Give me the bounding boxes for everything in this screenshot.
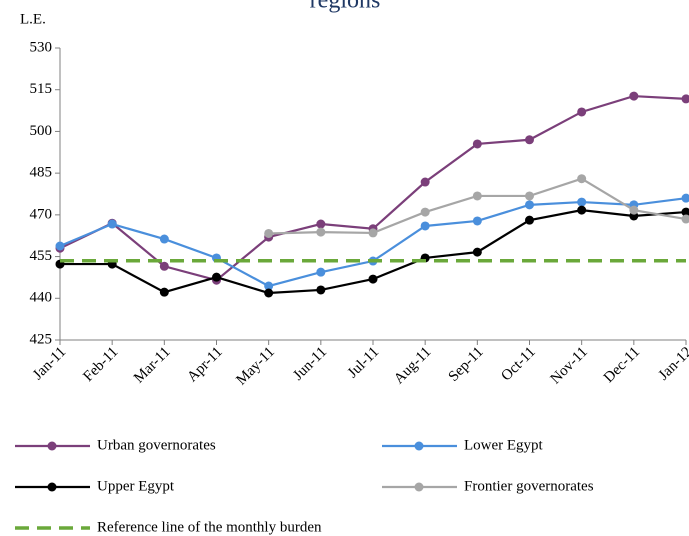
point [472, 139, 482, 149]
point [368, 274, 378, 284]
point [368, 228, 378, 238]
point [577, 107, 587, 117]
y-tick-label: 470 [30, 206, 53, 222]
legend-marker [414, 482, 424, 492]
point [159, 261, 169, 271]
x-tick-label: Dec-11 [601, 344, 643, 386]
y-tick-label: 500 [30, 123, 53, 139]
point [525, 191, 534, 201]
point [472, 247, 482, 257]
point [681, 193, 689, 203]
point [316, 267, 326, 277]
point [159, 234, 169, 244]
point [420, 207, 430, 217]
point [577, 174, 587, 184]
legend-label: Reference line of the monthly burden [97, 519, 322, 535]
point [472, 191, 482, 201]
point [420, 177, 430, 187]
x-tick-label: Jan-12 [656, 344, 689, 384]
point [681, 207, 689, 217]
series-line [59, 95, 687, 282]
point [55, 241, 65, 251]
x-tick-label: Mar-11 [131, 344, 174, 387]
x-tick-label: Nov-11 [548, 344, 591, 387]
point [420, 221, 430, 231]
point [316, 219, 326, 229]
point [316, 285, 326, 295]
legend-label: Urban governorates [97, 437, 216, 453]
point [629, 91, 639, 101]
x-tick-label: Aug-11 [391, 344, 434, 387]
point [629, 205, 639, 215]
legend-marker [47, 482, 57, 492]
point [264, 281, 274, 291]
point [107, 219, 117, 229]
x-tick-label: Feb-11 [80, 344, 121, 385]
x-tick-label: Jan-11 [30, 344, 69, 383]
legend-marker [47, 441, 57, 451]
point [212, 272, 221, 282]
point [681, 94, 689, 104]
x-tick-label: Oct-11 [498, 344, 538, 384]
legend-label: Lower Egypt [464, 437, 544, 453]
point [577, 197, 587, 207]
point [525, 135, 534, 145]
y-tick-label: 425 [30, 331, 53, 347]
point [525, 200, 534, 210]
point [681, 214, 689, 224]
x-tick-label: May-11 [233, 344, 278, 389]
y-axis-label: L.E. [20, 11, 46, 27]
point [525, 215, 534, 225]
y-tick-label: 440 [30, 290, 53, 306]
x-tick-label: Jul-11 [345, 344, 382, 381]
point [159, 287, 169, 297]
x-tick-label: Apr-11 [184, 344, 225, 385]
legend-marker [414, 441, 424, 451]
point [577, 205, 587, 215]
point [472, 216, 482, 226]
y-tick-label: 530 [30, 39, 53, 55]
legend-label: Frontier governorates [464, 478, 594, 494]
point [316, 227, 326, 237]
y-tick-label: 515 [30, 81, 53, 97]
point [264, 228, 274, 238]
x-tick-label: Jun-11 [290, 344, 330, 384]
legend-label: Upper Egypt [97, 478, 175, 494]
y-tick-label: 455 [30, 248, 53, 264]
x-tick-label: Sep-11 [446, 344, 487, 385]
y-tick-label: 485 [30, 165, 53, 181]
point [264, 288, 274, 298]
chart-title: regions [310, 0, 381, 14]
